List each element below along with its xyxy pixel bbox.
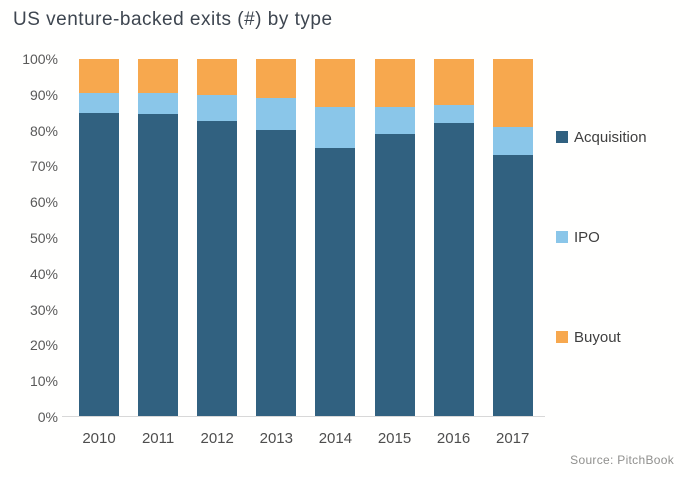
bar-2010-segment-buyout <box>79 59 119 93</box>
legend-swatch-buyout-icon <box>556 331 568 343</box>
y-tick-label-80: 80% <box>29 122 58 139</box>
y-tick-label-70: 70% <box>29 158 58 175</box>
bar-2014 <box>315 59 356 416</box>
legend-label-ipo: IPO <box>574 228 600 246</box>
bar-2014-segment-buyout <box>315 59 356 108</box>
legend-item-buyout: Buyout <box>556 328 621 346</box>
x-tick-label-2017: 2017 <box>496 430 530 447</box>
bar-2016-segment-buyout <box>433 59 474 106</box>
legend-item-ipo: IPO <box>556 228 600 246</box>
bar-2011 <box>138 59 179 416</box>
y-tick-label-30: 30% <box>29 301 58 318</box>
bar-2015-segment-ipo <box>374 107 415 134</box>
bar-2011-segment-buyout <box>138 59 179 93</box>
bar-2013-segment-ipo <box>256 98 297 131</box>
bar-2010-segment-ipo <box>79 92 119 113</box>
bar-2017-segment-ipo <box>492 126 533 156</box>
x-tick-label-2014: 2014 <box>318 430 353 447</box>
legend-swatch-acquisition-icon <box>556 131 568 143</box>
bar-2012-segment-buyout <box>197 59 238 95</box>
x-tick-label-2013: 2013 <box>259 430 293 447</box>
bar-2013-segment-acquisition <box>256 130 297 416</box>
bar-2016 <box>433 59 474 416</box>
x-tick-label-2010: 2010 <box>82 430 116 447</box>
bar-2013 <box>256 59 297 416</box>
legend-label-buyout: Buyout <box>574 328 621 346</box>
bar-2016-segment-acquisition <box>433 123 474 416</box>
y-tick-label-50: 50% <box>29 230 58 246</box>
bar-2013-segment-buyout <box>256 59 297 99</box>
bar-2017-segment-buyout <box>492 59 533 127</box>
bar-2010-segment-acquisition <box>79 112 119 416</box>
bar-2017-segment-acquisition <box>492 155 533 416</box>
bar-2014-segment-acquisition <box>315 148 356 416</box>
bar-2010 <box>79 59 119 416</box>
bar-2012-segment-acquisition <box>197 121 238 416</box>
y-tick-label-60: 60% <box>29 194 58 211</box>
y-tick-label-10: 10% <box>29 373 58 390</box>
y-tick-label-20: 20% <box>29 337 58 354</box>
x-tick-label-2011: 2011 <box>141 430 175 447</box>
source-credit: Source: PitchBook <box>570 453 674 467</box>
y-tick-label-90: 90% <box>29 86 58 103</box>
bar-2015-segment-buyout <box>374 59 415 108</box>
bar-2014-segment-ipo <box>315 107 356 149</box>
legend-item-acquisition: Acquisition <box>556 128 647 146</box>
bar-2011-segment-acquisition <box>138 114 179 416</box>
x-tick-label-2015: 2015 <box>377 430 412 447</box>
x-tick-label-2012: 2012 <box>200 430 234 447</box>
bar-2017 <box>492 59 533 416</box>
y-tick-label-100: 100% <box>22 51 58 67</box>
legend-swatch-ipo-icon <box>556 231 568 243</box>
bar-2012 <box>197 59 238 416</box>
y-tick-label-0: 0% <box>37 409 58 425</box>
x-tick-label-2016: 2016 <box>436 430 471 447</box>
bar-2015-segment-acquisition <box>374 133 415 416</box>
bar-2016-segment-ipo <box>433 105 474 124</box>
plot-area <box>62 59 545 417</box>
legend-label-acquisition: Acquisition <box>574 128 647 146</box>
chart-title: US venture-backed exits (#) by type <box>13 9 333 30</box>
bar-2015 <box>374 59 415 416</box>
bar-2012-segment-ipo <box>197 94 238 122</box>
y-tick-label-40: 40% <box>29 265 58 282</box>
bar-2011-segment-ipo <box>138 92 179 115</box>
